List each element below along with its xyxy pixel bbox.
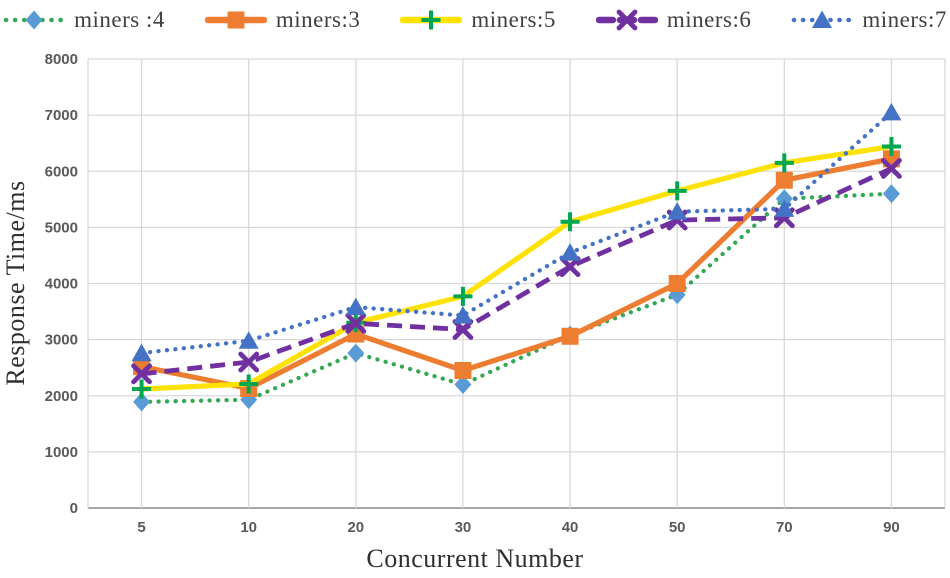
x-tick-label: 70 [776, 519, 793, 536]
series-miners-7 [131, 102, 902, 362]
y-tick-label: 5000 [45, 219, 78, 236]
y-axis-title: Response Time/ms [1, 180, 30, 386]
legend-item-miners-4: miners :4 [3, 7, 165, 33]
legend-marker-plus-icon [400, 10, 463, 30]
series-line-miners-4 [139, 191, 894, 405]
y-tick-label: 1000 [45, 444, 78, 461]
x-axis-title: Concurrent Number [366, 544, 584, 573]
plot-area: 0 1000 2000 3000 4000 5000 6000 7000 8000 5 10 20 30… [45, 51, 946, 536]
legend-marker-square-icon [204, 11, 267, 29]
legend-marker-diamond-icon [3, 10, 65, 30]
x-tick-label: 90 [883, 519, 900, 536]
legend-label: miners:6 [666, 7, 752, 32]
y-tick-label: 3000 [45, 332, 78, 349]
x-tick-label: 30 [455, 519, 472, 536]
series-line-miners-7 [139, 110, 894, 356]
y-tick-label: 2000 [45, 388, 78, 405]
x-tick-label: 50 [669, 519, 686, 536]
series-miners-5 [132, 137, 901, 399]
legend-label: miners :4 [74, 7, 165, 32]
legend-item-miners-6: miners:6 [595, 7, 752, 33]
legend-marker-x-icon [595, 9, 658, 31]
legend-item-miners-7: miners:7 [791, 7, 947, 33]
y-tick-label: 4000 [45, 276, 78, 293]
y-tick-label: 0 [70, 500, 78, 517]
x-tick-label: 20 [347, 519, 364, 536]
y-tick-label: 6000 [45, 163, 78, 180]
legend-marker-triangle-icon [792, 10, 853, 28]
legend-label: miners:3 [275, 7, 361, 32]
x-tick-label: 5 [137, 519, 145, 536]
series-markers-miners-5 [132, 137, 901, 399]
y-tick-label: 8000 [45, 51, 78, 68]
series-markers-miners-7 [131, 102, 902, 362]
series-miners-6 [131, 158, 902, 385]
x-tick-label: 10 [240, 519, 257, 536]
legend-item-miners-3: miners:3 [204, 7, 361, 33]
series-line-miners-3 [138, 156, 895, 392]
x-tick-label: 40 [562, 519, 579, 536]
y-tick-label: 7000 [45, 107, 78, 124]
chart-legend: miners :4 miners:3 miners:5 miners:6 miners:… [0, 2, 950, 38]
series-line-miners-6 [141, 166, 893, 377]
legend-label: miners:5 [471, 7, 556, 32]
legend-label: miners:7 [862, 7, 947, 32]
series-line-miners-5 [138, 143, 895, 392]
legend-item-miners-5: miners:5 [400, 7, 556, 33]
